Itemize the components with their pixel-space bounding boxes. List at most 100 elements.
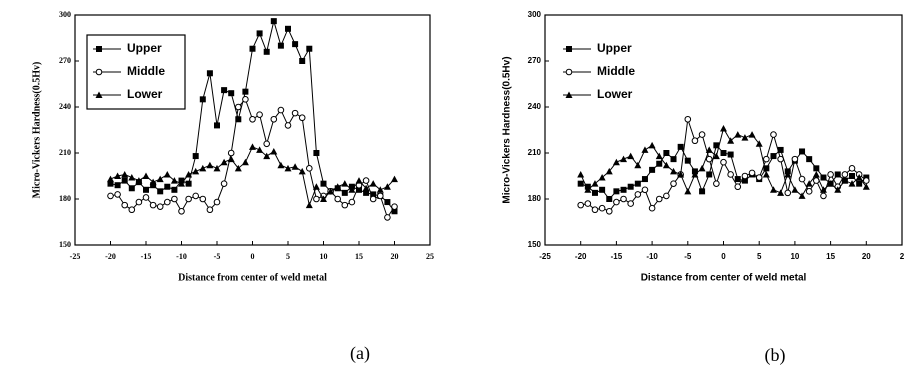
- marker: [713, 142, 720, 149]
- marker: [334, 183, 342, 190]
- marker: [228, 90, 235, 97]
- marker: [598, 204, 606, 212]
- marker: [691, 170, 699, 178]
- marker: [114, 182, 121, 189]
- marker: [698, 131, 706, 138]
- marker: [199, 195, 207, 203]
- marker: [192, 167, 200, 175]
- marker: [221, 87, 228, 94]
- marker: [598, 174, 606, 181]
- marker: [192, 192, 199, 200]
- marker: [299, 58, 306, 64]
- marker: [298, 167, 306, 175]
- x-axis-label: Distance from center of weld metal: [641, 273, 807, 284]
- marker: [613, 188, 620, 195]
- marker: [584, 200, 592, 207]
- marker: [834, 171, 841, 178]
- marker: [712, 152, 720, 160]
- marker: [313, 150, 320, 156]
- marker: [242, 88, 249, 95]
- marker: [613, 198, 620, 206]
- marker: [798, 175, 806, 183]
- marker: [627, 152, 635, 160]
- marker: [142, 172, 150, 179]
- marker: [341, 189, 348, 196]
- legend-label: Middle: [597, 64, 635, 78]
- marker: [734, 183, 742, 191]
- marker: [369, 195, 377, 203]
- marker: [149, 201, 157, 209]
- marker: [777, 189, 785, 196]
- x-tick-label: 25: [426, 252, 434, 261]
- marker: [763, 155, 770, 163]
- marker: [620, 186, 627, 193]
- marker: [249, 143, 256, 150]
- marker: [720, 124, 727, 132]
- marker: [755, 140, 763, 147]
- marker: [827, 180, 835, 187]
- marker: [777, 155, 784, 163]
- marker: [770, 131, 777, 138]
- x-tick-label: 0: [721, 252, 726, 261]
- marker: [114, 191, 121, 198]
- x-tick-label: 15: [826, 252, 835, 261]
- chart: 150 180 210 240 270 300 -25 -20 -15 -10 -5 0 5 10 15 20…: [502, 10, 905, 366]
- marker: [376, 186, 384, 193]
- marker: [741, 177, 748, 184]
- marker: [720, 158, 727, 166]
- caption: (b): [765, 345, 786, 366]
- marker: [855, 174, 863, 181]
- marker: [391, 203, 398, 210]
- marker: [627, 183, 634, 190]
- marker: [277, 42, 284, 49]
- marker: [656, 160, 663, 167]
- marker: [577, 201, 585, 209]
- marker: [727, 137, 735, 144]
- marker: [313, 195, 320, 203]
- marker: [684, 115, 692, 123]
- marker: [841, 171, 849, 178]
- marker: [305, 201, 313, 209]
- marker: [320, 180, 327, 187]
- marker: [370, 191, 377, 198]
- caption: (a): [350, 343, 370, 364]
- x-tick-label: 20: [391, 252, 399, 261]
- marker: [670, 156, 677, 163]
- marker: [256, 111, 263, 118]
- x-tick-label: -15: [141, 252, 152, 261]
- marker: [863, 177, 870, 184]
- marker: [634, 180, 641, 187]
- marker: [612, 158, 620, 166]
- marker: [292, 41, 299, 48]
- marker: [748, 131, 756, 138]
- marker: [770, 153, 777, 160]
- x-tick-label: -25: [70, 252, 81, 261]
- marker: [107, 175, 114, 183]
- marker: [270, 115, 278, 123]
- y-tick-label: 210: [59, 148, 71, 157]
- legend-label: Upper: [597, 41, 632, 55]
- marker: [298, 114, 306, 122]
- marker: [655, 195, 663, 203]
- marker: [277, 161, 285, 169]
- marker: [648, 204, 656, 212]
- marker: [284, 122, 292, 129]
- marker: [220, 180, 228, 187]
- marker: [605, 207, 613, 215]
- marker: [391, 208, 398, 215]
- legend-label: Upper: [127, 41, 162, 55]
- y-tick-label: 210: [528, 148, 542, 157]
- y-axis-label: Micro-Vickers Hardness(0.5Hv): [502, 56, 513, 203]
- marker: [355, 177, 363, 184]
- x-tick-label: -10: [646, 252, 658, 261]
- marker: [114, 172, 122, 179]
- marker: [827, 171, 834, 178]
- marker: [584, 186, 592, 193]
- marker: [798, 192, 806, 199]
- marker: [620, 195, 627, 203]
- marker: [263, 152, 271, 160]
- marker: [377, 192, 384, 200]
- marker: [164, 198, 171, 206]
- marker: [156, 175, 164, 183]
- marker: [199, 96, 206, 103]
